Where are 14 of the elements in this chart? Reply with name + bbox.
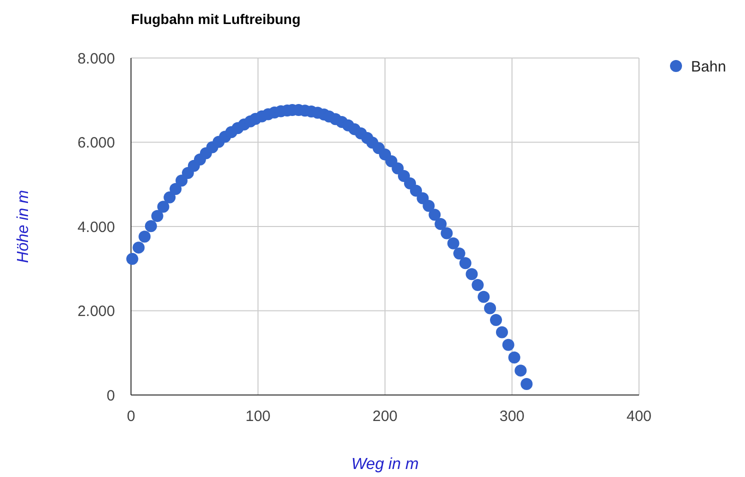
chart-title: Flugbahn mit Luftreibung <box>131 11 301 27</box>
x-tick-label: 0 <box>126 408 136 425</box>
x-tick-label: 200 <box>372 408 398 425</box>
y-tick-label: 4.000 <box>77 218 115 236</box>
x-tick-label: 300 <box>499 408 525 425</box>
x-tick-label: 100 <box>245 408 271 425</box>
y-axis-title: Höhe in m <box>15 190 32 263</box>
y-tick-label: 0 <box>106 387 115 404</box>
y-tick-label: 8.000 <box>77 50 115 68</box>
x-tick-label: 400 <box>626 408 652 425</box>
y-tick-label: 6.000 <box>77 134 115 152</box>
x-axis-title: Weg in m <box>351 456 419 473</box>
legend-label: Bahn <box>691 58 726 76</box>
y-tick-label: 2.000 <box>77 303 115 320</box>
